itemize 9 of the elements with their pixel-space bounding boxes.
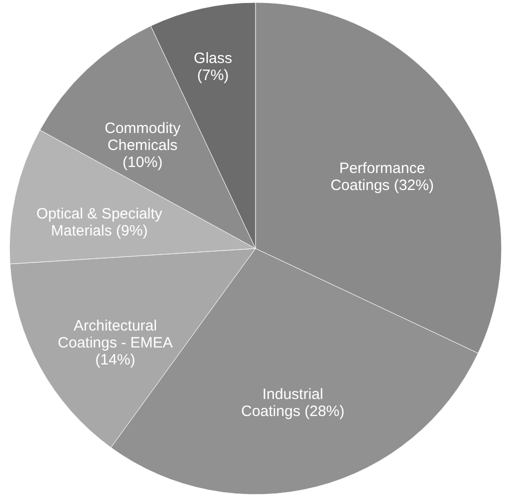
slice-label: Architectural Coatings - EMEA xyxy=(58,318,173,352)
slice-label: Commodity Chemicals xyxy=(104,120,181,154)
data-label: (14%) xyxy=(95,352,136,369)
slice-label: Performance Coatings (32%) xyxy=(330,160,434,194)
data-label: (7%) xyxy=(197,67,229,84)
slice-label: Optical & Specialty Materials (9%) xyxy=(36,206,163,240)
slice-label: Glass xyxy=(194,50,232,68)
data-label: (10%) xyxy=(122,154,163,172)
slice-label: Industrial Coatings (28%) xyxy=(241,386,344,420)
